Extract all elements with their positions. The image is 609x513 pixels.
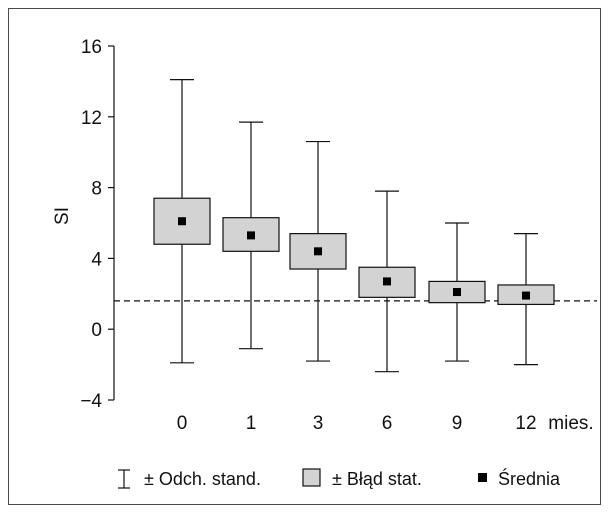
- x-tick-label: 3: [313, 413, 324, 434]
- mean-marker: [178, 217, 186, 226]
- mean-marker: [522, 291, 530, 300]
- y-tick-label: 0: [91, 320, 102, 341]
- y-tick-label: 8: [91, 179, 102, 200]
- x-tick-label: 0: [177, 413, 188, 434]
- mean-marker: [314, 247, 322, 256]
- box-group: [153, 79, 211, 364]
- y-tick-label: 16: [81, 37, 102, 58]
- boxes-group: [153, 79, 555, 373]
- legend-mean-icon: [478, 473, 487, 482]
- legend-box-icon: [302, 468, 321, 487]
- box-group: [289, 140, 347, 362]
- box-group: [497, 233, 555, 366]
- x-tick-label: 6: [382, 413, 393, 434]
- legend-label-mean: Średnia: [498, 468, 561, 489]
- y-axis-label: SI: [52, 207, 73, 225]
- mean-marker: [247, 231, 255, 240]
- y-tick-label: 4: [91, 249, 102, 270]
- x-tick-label: 12: [515, 413, 536, 434]
- box-group: [428, 222, 486, 362]
- x-unit-label: mies.: [548, 413, 593, 434]
- legend-label-sd: ± Odch. stand.: [144, 469, 261, 489]
- x-tick-label: 9: [452, 413, 463, 434]
- legend: ± Odch. stand. ± Błąd stat. Średnia: [118, 468, 561, 489]
- y-tick-label: 12: [81, 108, 102, 129]
- se-box: [153, 197, 211, 245]
- legend-label-se: ± Błąd stat.: [332, 469, 422, 489]
- se-box: [289, 233, 347, 270]
- mean-marker: [453, 288, 461, 297]
- mean-marker: [383, 277, 391, 286]
- box-group: [358, 190, 416, 373]
- x-tick-label: 1: [246, 413, 257, 434]
- box-group: [222, 121, 280, 350]
- axes-group: −4 0 4 8 12 16 0 1 3 6 9 12 mies.: [80, 37, 593, 434]
- y-tick-label: −4: [80, 391, 102, 412]
